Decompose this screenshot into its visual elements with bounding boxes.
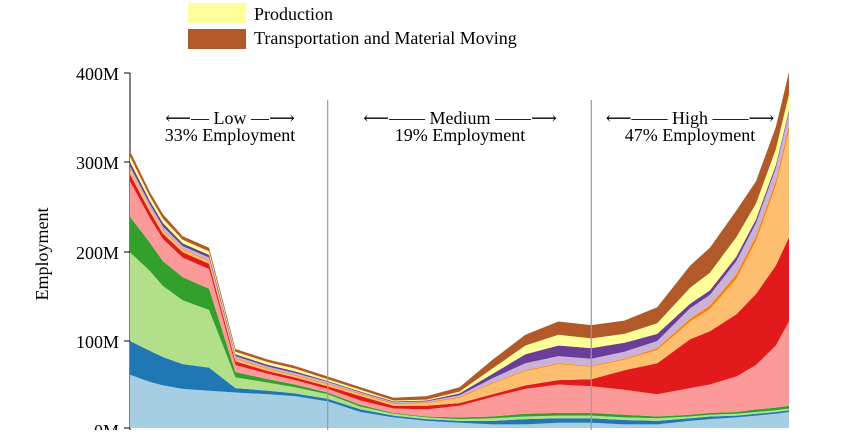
- legend-swatch-transportation: [188, 29, 246, 49]
- y-axis: 400M 300M 200M 100M 0M: [76, 64, 131, 435]
- region-high-share: 47% Employment: [625, 125, 755, 145]
- legend-swatch-production: [188, 3, 246, 23]
- stacked-areas: [130, 72, 789, 428]
- region-low-label: ⟵— Low —⟶: [165, 108, 295, 128]
- region-high-label: ⟵—— High ——⟶: [606, 108, 775, 128]
- legend: Production Transportation and Material M…: [188, 3, 517, 49]
- region-low-share: 33% Employment: [165, 125, 295, 145]
- legend-label-transportation: Transportation and Material Moving: [254, 28, 517, 48]
- region-labels: ⟵— Low —⟶ 33% Employment ⟵—— Medium ——⟶ …: [165, 108, 775, 145]
- y-tick-label: 0M: [94, 421, 119, 430]
- area-series-1: [130, 341, 789, 425]
- region-dividers: [327, 100, 592, 430]
- area-series-0: [130, 374, 789, 428]
- region-medium-share: 19% Employment: [395, 125, 525, 145]
- y-tick-label: 100M: [76, 332, 119, 352]
- region-medium-label: ⟵—— Medium ——⟶: [363, 108, 557, 128]
- area-series-4: [130, 181, 789, 418]
- y-tick-label: 300M: [76, 153, 119, 173]
- y-tick-label: 200M: [76, 243, 119, 263]
- legend-label-production: Production: [254, 4, 333, 24]
- y-axis-title: Employment: [32, 208, 52, 301]
- y-tick-label: 400M: [76, 64, 119, 84]
